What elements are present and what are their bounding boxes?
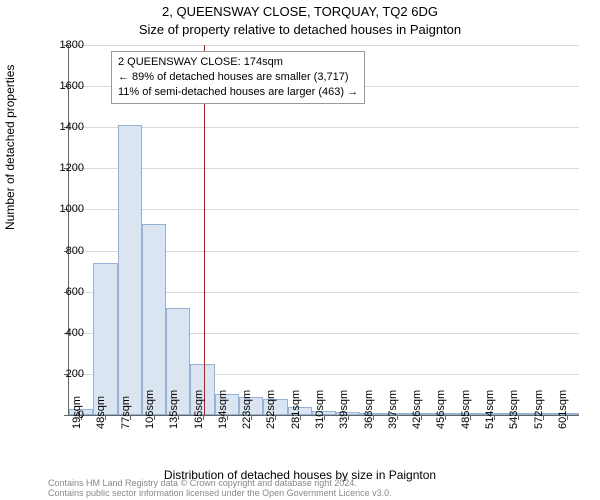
annotation-line-smaller: ← 89% of detached houses are smaller (3,… [118, 70, 358, 85]
ytick-label: 800 [34, 245, 84, 257]
ytick-label: 1600 [34, 80, 84, 92]
annotation-line-property: 2 QUEENSWAY CLOSE: 174sqm [118, 55, 358, 70]
gridline-h [69, 168, 579, 169]
y-axis-label: Number of detached properties [3, 65, 17, 230]
chart-container: 2, QUEENSWAY CLOSE, TORQUAY, TQ2 6DG Siz… [0, 0, 600, 500]
annotation-box: 2 QUEENSWAY CLOSE: 174sqm ← 89% of detac… [111, 51, 365, 104]
ytick-label: 400 [34, 327, 84, 339]
footer-attribution: Contains HM Land Registry data © Crown c… [48, 479, 392, 499]
ytick-label: 200 [34, 368, 84, 380]
ytick-label: 1800 [34, 39, 84, 51]
gridline-h [69, 127, 579, 128]
ytick-label: 1400 [34, 121, 84, 133]
footer-line2: Contains public sector information licen… [48, 489, 392, 499]
ytick-label: 600 [34, 286, 84, 298]
chart-title-address: 2, QUEENSWAY CLOSE, TORQUAY, TQ2 6DG [0, 4, 600, 19]
histogram-bar [93, 263, 117, 415]
histogram-bar [142, 224, 166, 415]
gridline-h [69, 45, 579, 46]
plot-area: 2 QUEENSWAY CLOSE: 174sqm ← 89% of detac… [68, 45, 579, 416]
histogram-bar [118, 125, 142, 415]
gridline-h [69, 209, 579, 210]
ytick-label: 1200 [34, 162, 84, 174]
ytick-label: 1000 [34, 203, 84, 215]
annotation-line-larger: 11% of semi-detached houses are larger (… [118, 85, 358, 100]
chart-title-description: Size of property relative to detached ho… [0, 22, 600, 37]
